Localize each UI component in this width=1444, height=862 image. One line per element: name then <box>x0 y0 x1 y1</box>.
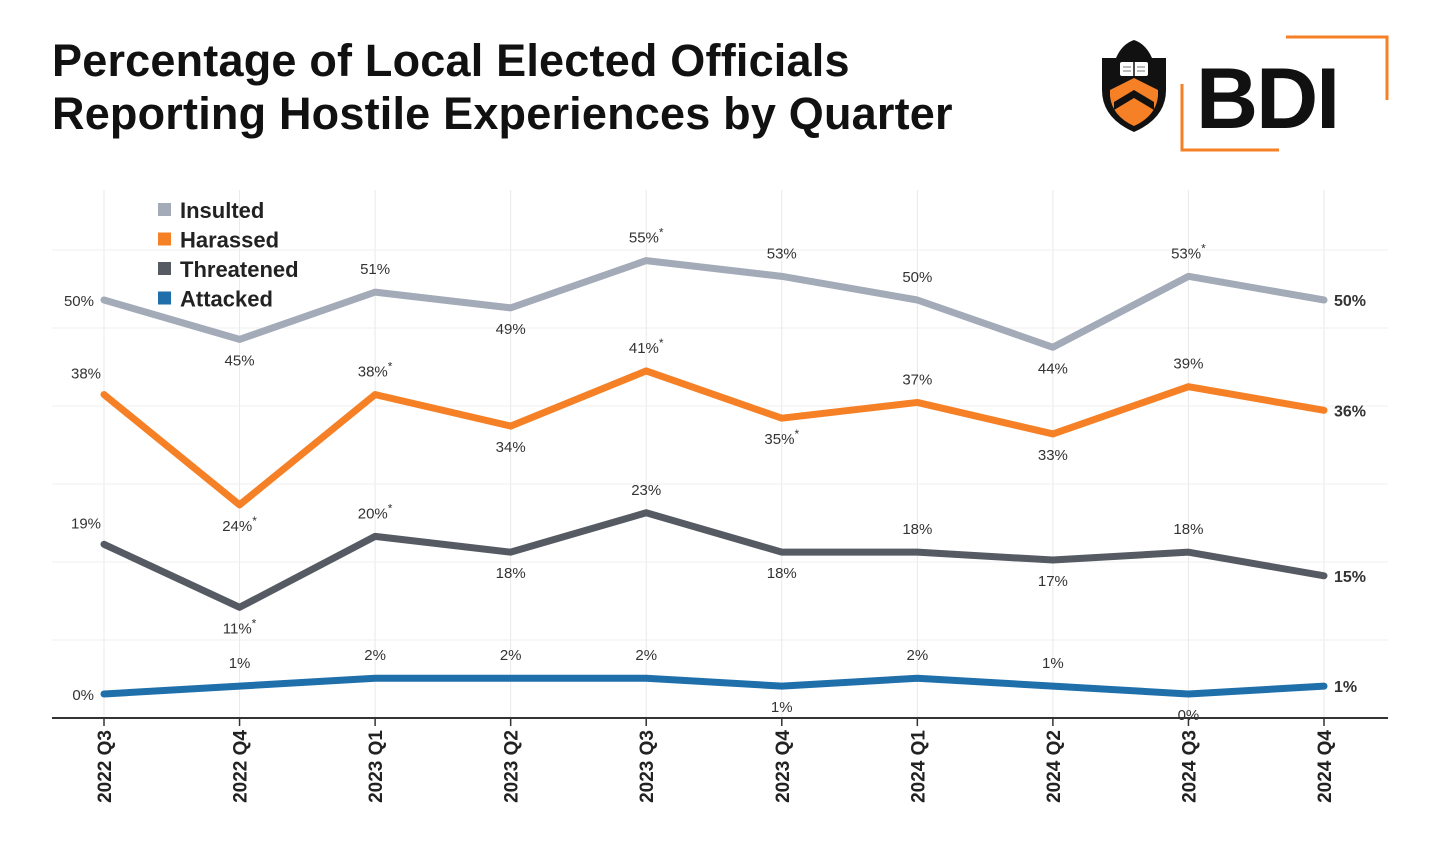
data-label: 1% <box>771 699 793 716</box>
data-label: 38%* <box>358 360 393 381</box>
x-tick-label: 2023 Q2 <box>502 730 523 803</box>
data-label: 23% <box>631 482 661 499</box>
data-label: 18% <box>902 521 932 538</box>
data-label: 50% <box>64 293 94 310</box>
legend-label: Attacked <box>180 287 273 312</box>
data-label: 1% <box>1334 679 1357 696</box>
legend: Insulted Harassed Threatened Attacked <box>158 198 299 312</box>
data-label: 24%* <box>222 514 257 535</box>
significance-marker: * <box>794 427 799 441</box>
data-label: 35%* <box>764 427 799 448</box>
x-tick-label: 2024 Q2 <box>1044 730 1065 803</box>
series-lines <box>100 257 1328 698</box>
significance-marker: * <box>388 360 393 374</box>
legend-swatch <box>158 232 171 246</box>
data-label: 41%* <box>629 336 664 357</box>
data-label: 50% <box>1334 293 1366 310</box>
data-label: 18% <box>1173 521 1203 538</box>
significance-marker: * <box>659 226 664 240</box>
chart-title-line-2: Reporting Hostile Experiences by Quarter <box>52 88 953 139</box>
logo-frame <box>1180 35 1389 152</box>
significance-marker: * <box>659 336 664 350</box>
x-tick-label: 2023 Q1 <box>366 730 387 803</box>
significance-marker: * <box>252 514 257 528</box>
legend-label: Harassed <box>180 228 279 253</box>
data-label: 36% <box>1334 403 1366 420</box>
x-tick-label: 2022 Q4 <box>231 730 252 803</box>
series-line-insulted <box>100 257 1328 351</box>
data-label: 38% <box>71 366 101 383</box>
data-label: 39% <box>1173 356 1203 373</box>
x-tick-label: 2024 Q3 <box>1179 730 1200 803</box>
legend-label: Insulted <box>180 198 264 223</box>
x-tick-label: 2024 Q1 <box>908 730 929 803</box>
shield-icon <box>1102 40 1166 132</box>
data-label: 55%* <box>629 226 664 247</box>
data-label: 2% <box>635 647 657 664</box>
data-label: 18% <box>496 565 526 582</box>
legend-swatch <box>158 203 171 216</box>
data-label: 17% <box>1038 573 1068 590</box>
data-label: 1% <box>229 655 251 672</box>
data-label: 37% <box>902 371 932 388</box>
legend-swatch <box>158 291 171 305</box>
data-label: 50% <box>902 269 932 286</box>
data-label: 20%* <box>358 501 393 522</box>
data-label: 49% <box>496 321 526 338</box>
series-line-harassed <box>100 367 1328 509</box>
data-label: 53%* <box>1171 241 1206 262</box>
significance-marker: * <box>1201 241 1206 255</box>
legend-label: Threatened <box>180 257 299 282</box>
data-label: 11%* <box>223 616 257 637</box>
data-label: 53% <box>767 245 797 262</box>
data-label: 0% <box>72 687 94 704</box>
data-label: 19% <box>71 515 101 532</box>
chart-title-line-1: Percentage of Local Elected Officials <box>52 35 850 86</box>
data-label: 45% <box>225 352 255 369</box>
x-tick-label: 2023 Q3 <box>637 730 658 803</box>
data-label: 2% <box>500 647 522 664</box>
legend-swatch <box>158 262 171 275</box>
data-label: 51% <box>360 261 390 278</box>
x-axis: 2022 Q3 2022 Q4 2023 Q1 2023 Q2 2023 Q3 2023 … <box>52 717 1388 803</box>
data-label: 15% <box>1334 569 1366 586</box>
data-labels: 50% 45% 51% 49% 55%* 53% 50% 44% 53%* 50% 38% 24%* 3… <box>64 226 1366 724</box>
chart-title: Percentage of Local Elected Officials Re… <box>52 34 1072 140</box>
bdi-logo-text: BDI <box>1196 51 1338 147</box>
series-line-threatened <box>100 509 1328 611</box>
data-label: 2% <box>364 647 386 664</box>
data-label: 33% <box>1038 447 1068 464</box>
bdi-logo: BDI <box>1102 35 1389 152</box>
x-tick-label: 2023 Q4 <box>773 730 794 803</box>
data-label: 0% <box>1178 707 1200 724</box>
data-label: 2% <box>906 647 928 664</box>
data-label: 34% <box>496 439 526 456</box>
significance-marker: * <box>388 501 393 515</box>
significance-marker: * <box>252 616 257 630</box>
series-line-attacked <box>100 674 1328 698</box>
data-label: 18% <box>767 565 797 582</box>
data-label: 1% <box>1042 655 1064 672</box>
x-tick-label: 2022 Q3 <box>95 730 116 803</box>
x-tick-label: 2024 Q4 <box>1315 730 1336 803</box>
data-label: 44% <box>1038 360 1068 377</box>
